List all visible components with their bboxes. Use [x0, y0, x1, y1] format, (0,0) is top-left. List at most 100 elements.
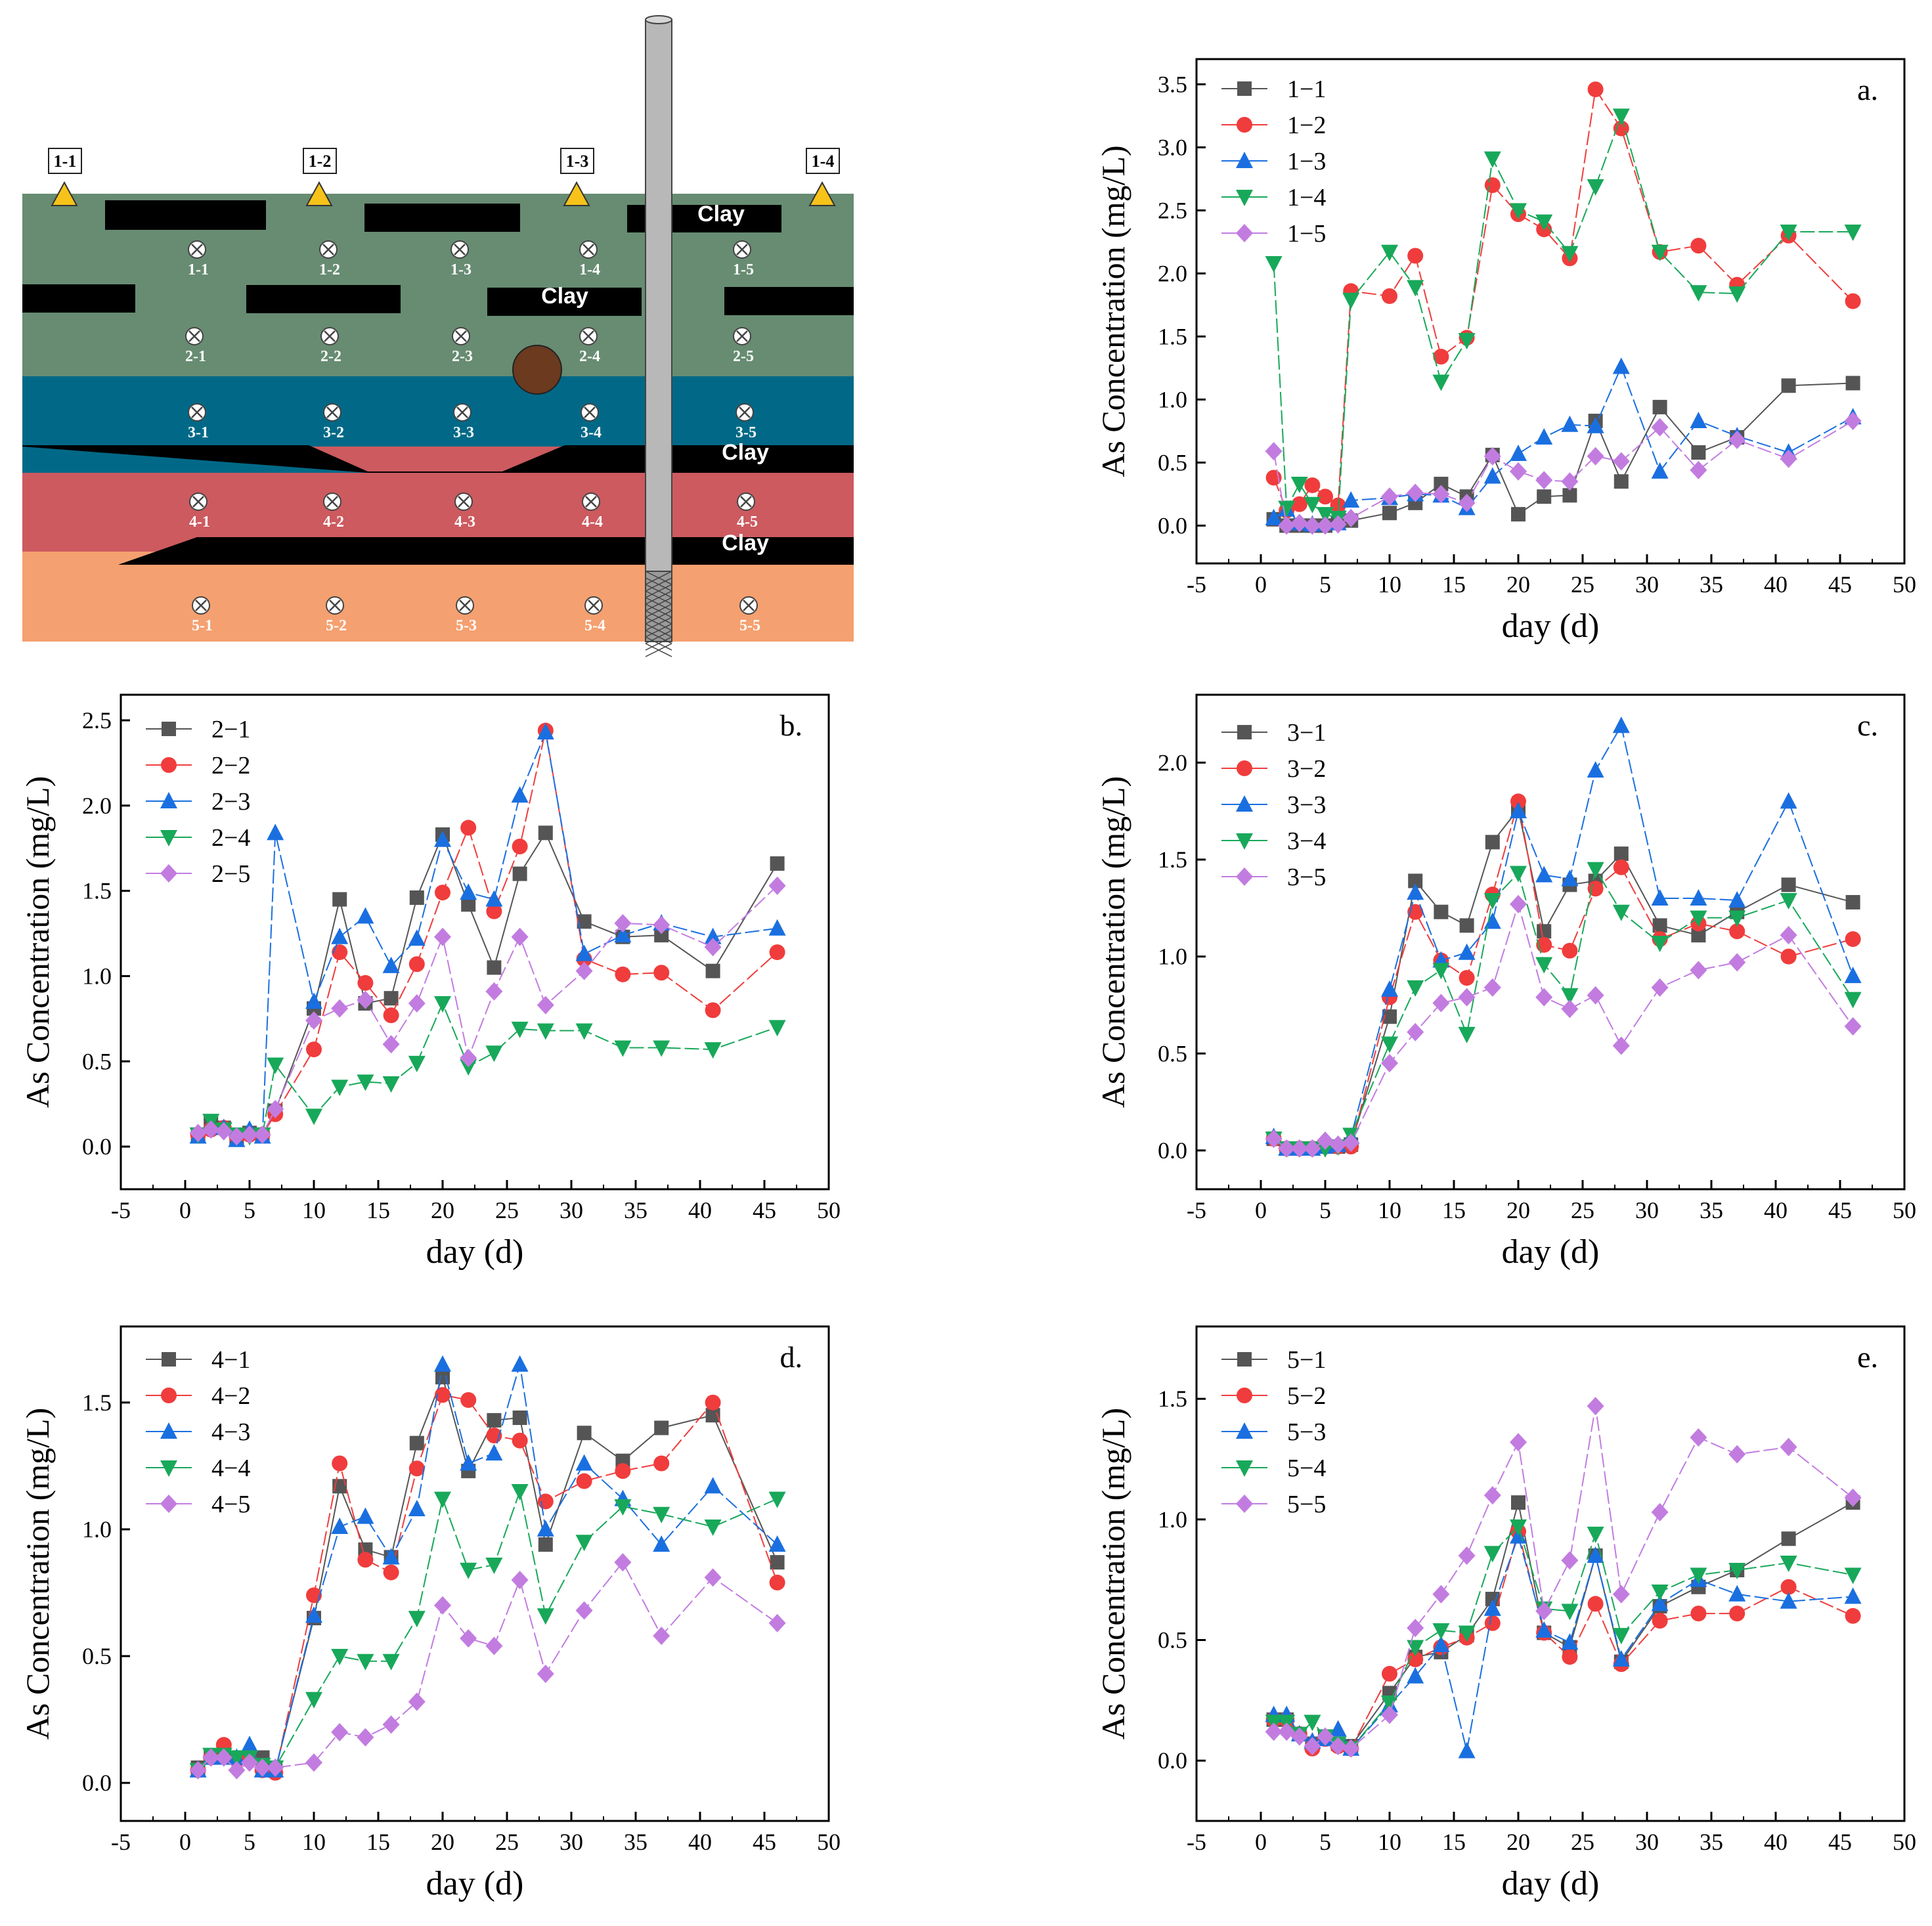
screen-hatch [645, 643, 672, 657]
series-line [1273, 382, 1853, 527]
data-point [615, 1463, 631, 1479]
data-point [1407, 483, 1424, 502]
series-5 [1265, 412, 1862, 535]
well-label: 1-5 [733, 261, 754, 278]
data-point [461, 897, 476, 912]
data-point [1780, 225, 1797, 242]
legend-label: 5−2 [1287, 1382, 1326, 1410]
y-tick-label: 0.0 [82, 1133, 112, 1160]
data-point [409, 1435, 424, 1451]
legend-label: 4−4 [211, 1455, 250, 1482]
data-point [306, 1587, 322, 1604]
data-point [1278, 1722, 1296, 1741]
legend-label: 3−4 [1287, 827, 1326, 855]
y-tick-label: 2.0 [1158, 260, 1187, 286]
x-tick-label: 50 [1893, 1197, 1916, 1223]
data-point [1690, 1606, 1707, 1622]
screen-hatch [645, 623, 672, 638]
data-point [1407, 1619, 1424, 1638]
data-point [1690, 1428, 1707, 1447]
well-icon-cross [326, 496, 338, 508]
data-point [1728, 953, 1746, 972]
data-point [1780, 1579, 1797, 1595]
panel-tag: c. [1857, 709, 1878, 742]
data-point [1612, 357, 1630, 374]
data-point [1407, 1667, 1424, 1684]
data-point [1781, 877, 1796, 892]
surface-marker-icon [563, 181, 590, 206]
data-point [434, 1596, 451, 1615]
x-tick-label: 20 [1506, 1829, 1530, 1855]
series-line [1389, 1406, 1854, 1715]
data-point [1381, 1036, 1398, 1053]
data-point [511, 1571, 529, 1590]
data-point [305, 992, 322, 1009]
surface-marker-icon [305, 181, 333, 206]
series-line [197, 831, 778, 1139]
data-point [306, 1041, 322, 1058]
screen-hatch [645, 630, 672, 644]
series-1 [1266, 802, 1860, 1156]
data-point [1432, 374, 1450, 391]
legend-label: 5−1 [1287, 1346, 1326, 1374]
legend-label: 4−3 [211, 1418, 250, 1446]
legend-label: 4−2 [211, 1382, 250, 1410]
well-label: 1-3 [450, 261, 472, 278]
data-point [1510, 1433, 1527, 1452]
series-3 [1265, 716, 1862, 1156]
data-point [486, 903, 502, 919]
data-point [1511, 507, 1526, 522]
well-icon-cross [188, 330, 200, 342]
data-point [1614, 474, 1629, 489]
x-tick-label: -5 [1187, 571, 1206, 598]
data-point [434, 927, 451, 946]
x-tick-label: 0 [1255, 571, 1267, 598]
legend-label: 5−4 [1287, 1455, 1326, 1482]
surface-marker-box [560, 148, 594, 174]
data-point [1330, 497, 1346, 514]
data-point [1561, 246, 1579, 263]
data-point [705, 963, 720, 978]
data-point [460, 1059, 477, 1076]
x-tick-label: 10 [1378, 571, 1401, 598]
data-point [202, 1120, 220, 1139]
series-5 [1265, 1397, 1862, 1758]
data-point [1690, 238, 1707, 254]
well-icon-cross [329, 600, 341, 611]
screen-hatch [645, 590, 672, 605]
y-tick-label: 1.5 [1158, 323, 1187, 349]
data-point [487, 1412, 502, 1428]
well-label: 5-3 [456, 617, 477, 634]
x-tick-label: 5 [244, 1829, 255, 1855]
data-point [305, 1011, 322, 1030]
data-point [653, 1506, 670, 1523]
data-point [1317, 1131, 1334, 1150]
data-point [189, 1761, 207, 1780]
legend-label: 3−3 [1287, 791, 1326, 819]
legend-marker [160, 1422, 177, 1439]
data-point [614, 1553, 632, 1572]
data-point [1651, 889, 1669, 906]
legend-marker [1237, 81, 1252, 96]
data-point [1483, 447, 1501, 466]
series-3 [1265, 357, 1862, 532]
x-tick-label: 30 [1635, 571, 1659, 598]
data-point [653, 1455, 670, 1472]
data-point [1845, 894, 1860, 909]
data-point [1407, 1651, 1424, 1667]
series-3 [189, 723, 786, 1147]
data-point [1483, 151, 1501, 168]
y-tick-label: 3.0 [1158, 134, 1187, 160]
clay-lens [724, 287, 854, 315]
y-tick-label: 1.0 [1158, 386, 1187, 412]
data-point [768, 1535, 786, 1552]
y-tick-label: 2.0 [1158, 749, 1187, 776]
x-tick-label: 25 [1571, 1197, 1594, 1223]
y-tick-label: 1.0 [1158, 1506, 1187, 1533]
data-point [1690, 910, 1707, 927]
data-point [1510, 462, 1527, 481]
data-point [1535, 1602, 1553, 1621]
x-tick-label: 45 [753, 1197, 776, 1223]
data-point [1561, 472, 1579, 491]
data-point [577, 914, 592, 929]
